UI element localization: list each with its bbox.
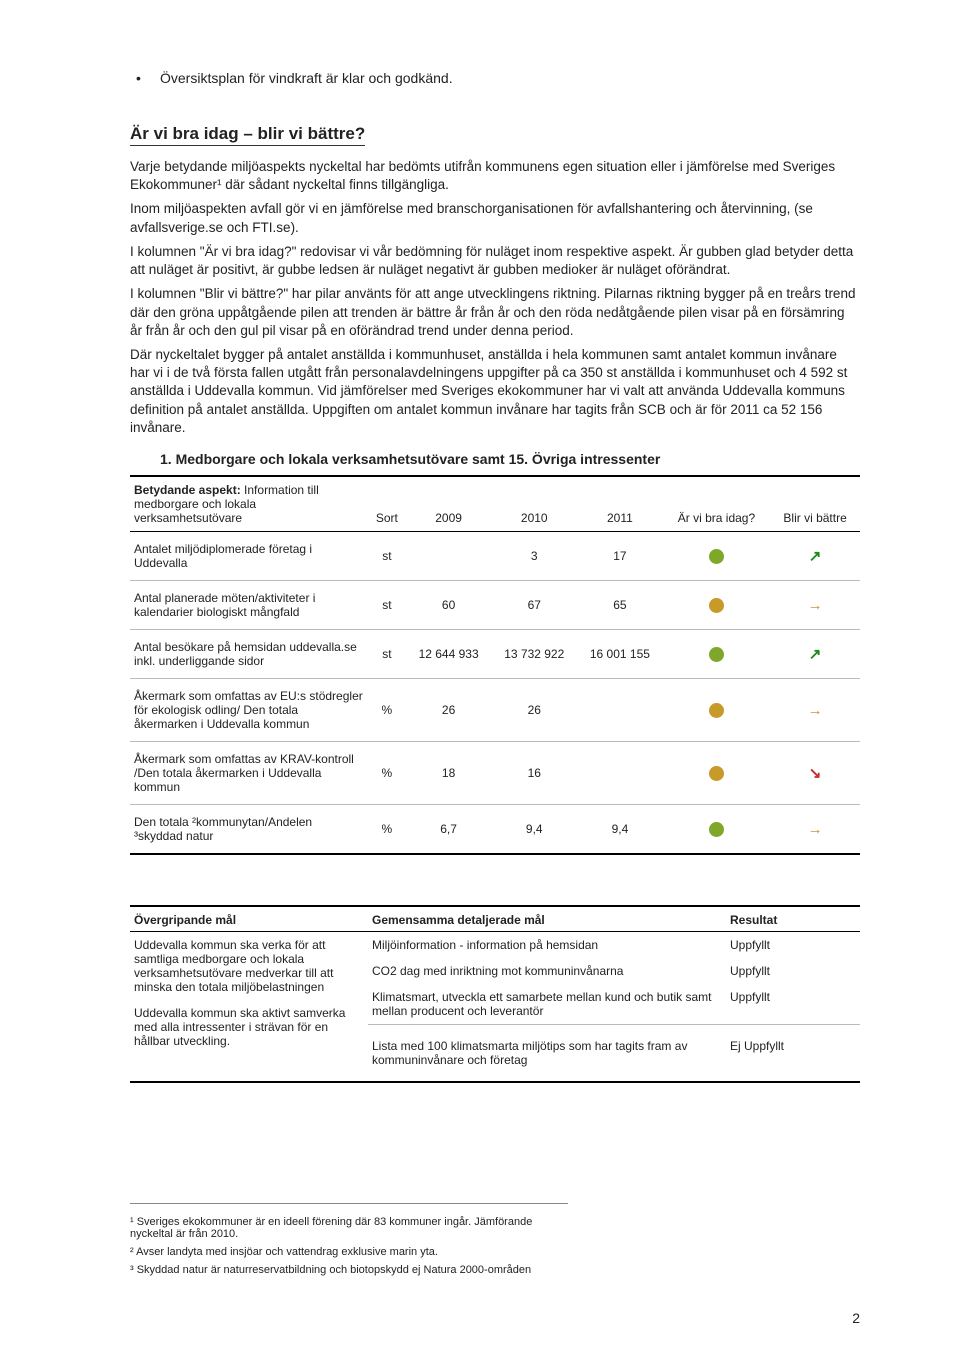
- status-dot-icon: [709, 766, 724, 781]
- status-dot-cell: [663, 581, 770, 630]
- detailed-goal: Lista med 100 klimatsmarta miljötips som…: [368, 1025, 726, 1083]
- table-row: Åkermark som omfattas av EU:s stödregler…: [130, 679, 860, 742]
- page-number: 2: [852, 1310, 860, 1326]
- goal-result: Uppfyllt: [726, 932, 860, 959]
- status-dot-icon: [709, 703, 724, 718]
- body-paragraph: I kolumnen "Blir vi bättre?" har pilar a…: [130, 285, 860, 340]
- trend-arrow-cell: ↘: [770, 742, 860, 805]
- aspect-cell: Antal planerade möten/aktiviteter i kale…: [130, 581, 368, 630]
- footnote: ² Avser landyta med insjöar och vattendr…: [130, 1246, 568, 1258]
- sort-cell: st: [368, 581, 406, 630]
- goal-result: Uppfyllt: [726, 958, 860, 984]
- trend-arrow-cell: ↗: [770, 630, 860, 679]
- aspect-cell: Åkermark som omfattas av KRAV-kontroll /…: [130, 742, 368, 805]
- aspect-cell: Antal besökare på hemsidan uddevalla.se …: [130, 630, 368, 679]
- status-dot-icon: [709, 549, 724, 564]
- val-2011: 16 001 155: [577, 630, 663, 679]
- status-dot-cell: [663, 679, 770, 742]
- aspect-cell: Den totala ²kommunytan/Andelen ³skyddad …: [130, 805, 368, 855]
- footnote: ¹ Sveriges ekokommuner är en ideell före…: [130, 1216, 568, 1240]
- sort-cell: st: [368, 532, 406, 581]
- col-sort: Sort: [368, 476, 406, 532]
- sort-cell: %: [368, 742, 406, 805]
- goal-result: Ej Uppfyllt: [726, 1025, 860, 1083]
- sort-cell: %: [368, 679, 406, 742]
- val-2009: 60: [406, 581, 492, 630]
- table-row: Den totala ²kommunytan/Andelen ³skyddad …: [130, 805, 860, 855]
- table-row: Antal besökare på hemsidan uddevalla.se …: [130, 630, 860, 679]
- footnotes: ¹ Sveriges ekokommuner är en ideell före…: [130, 1203, 568, 1276]
- table-row: Åkermark som omfattas av KRAV-kontroll /…: [130, 742, 860, 805]
- col-2010: 2010: [491, 476, 577, 532]
- body-paragraph: I kolumnen "Är vi bra idag?" redovisar v…: [130, 243, 860, 279]
- val-2009: 12 644 933: [406, 630, 492, 679]
- trend-arrow-icon: →: [808, 702, 823, 719]
- val-2010: 26: [491, 679, 577, 742]
- val-2011: [577, 679, 663, 742]
- detailed-goal: Klimatsmart, utveckla ett samarbete mell…: [368, 984, 726, 1025]
- status-dot-icon: [709, 822, 724, 837]
- trend-arrow-icon: →: [808, 597, 823, 614]
- status-dot-cell: [663, 630, 770, 679]
- col-trend: Blir vi bättre: [770, 476, 860, 532]
- goals-right-heading: Resultat: [726, 907, 860, 932]
- overall-goal: Uddevalla kommun ska verka för att samtl…: [134, 938, 364, 994]
- val-2009: 26: [406, 679, 492, 742]
- val-2011: 17: [577, 532, 663, 581]
- aspect-cell: Antalet miljödiplomerade företag i Uddev…: [130, 532, 368, 581]
- trend-arrow-icon: ↗: [809, 645, 822, 663]
- trend-arrow-icon: ↗: [809, 547, 822, 565]
- bullet-item: Översiktsplan för vindkraft är klar och …: [160, 70, 860, 86]
- detailed-goal: Miljöinformation - information på hemsid…: [368, 932, 726, 959]
- trend-arrow-icon: ↘: [809, 764, 822, 782]
- val-2009: 18: [406, 742, 492, 805]
- val-2011: [577, 742, 663, 805]
- val-2009: 6,7: [406, 805, 492, 855]
- detailed-goal: CO2 dag med inriktning mot kommuninvånar…: [368, 958, 726, 984]
- body-paragraph: Där nyckeltalet bygger på antalet anstäl…: [130, 346, 860, 437]
- overall-goal: Uddevalla kommun ska aktivt samverka med…: [134, 1006, 364, 1048]
- val-2010: 9,4: [491, 805, 577, 855]
- body-paragraph: Varje betydande miljöaspekts nyckeltal h…: [130, 158, 860, 194]
- val-2010: 3: [491, 532, 577, 581]
- status-dot-icon: [709, 598, 724, 613]
- val-2011: 65: [577, 581, 663, 630]
- table-row: Antal planerade möten/aktiviteter i kale…: [130, 581, 860, 630]
- status-dot-cell: [663, 805, 770, 855]
- table-row: Antalet miljödiplomerade företag i Uddev…: [130, 532, 860, 581]
- overall-goals-cell: Uddevalla kommun ska verka för att samtl…: [130, 932, 368, 1083]
- val-2010: 67: [491, 581, 577, 630]
- indicators-table: Betydande aspekt: Information till medbo…: [130, 475, 860, 855]
- trend-arrow-icon: →: [808, 821, 823, 838]
- col-2011: 2011: [577, 476, 663, 532]
- goals-mid-heading: Gemensamma detaljerade mål: [368, 907, 726, 932]
- col-2009: 2009: [406, 476, 492, 532]
- aspect-cell: Åkermark som omfattas av EU:s stödregler…: [130, 679, 368, 742]
- val-2010: 13 732 922: [491, 630, 577, 679]
- col-status: Är vi bra idag?: [663, 476, 770, 532]
- document-page: Översiktsplan för vindkraft är klar och …: [0, 0, 960, 1356]
- footnote: ³ Skyddad natur är naturreservatbildning…: [130, 1264, 568, 1276]
- body-paragraph: Inom miljöaspekten avfall gör vi en jämf…: [130, 200, 860, 236]
- goal-result: Uppfyllt: [726, 984, 860, 1025]
- goals-table: Övergripande mål Gemensamma detaljerade …: [130, 905, 860, 1083]
- status-dot-icon: [709, 647, 724, 662]
- section-heading: Är vi bra idag – blir vi bättre?: [130, 124, 365, 146]
- goals-left-heading: Övergripande mål: [130, 907, 368, 932]
- val-2010: 16: [491, 742, 577, 805]
- trend-arrow-cell: →: [770, 805, 860, 855]
- status-dot-cell: [663, 742, 770, 805]
- trend-arrow-cell: →: [770, 679, 860, 742]
- val-2009: [406, 532, 492, 581]
- trend-arrow-cell: ↗: [770, 532, 860, 581]
- sort-cell: %: [368, 805, 406, 855]
- status-dot-cell: [663, 532, 770, 581]
- val-2011: 9,4: [577, 805, 663, 855]
- sort-cell: st: [368, 630, 406, 679]
- sub-heading: 1. Medborgare och lokala verksamhetsutöv…: [160, 451, 860, 467]
- trend-arrow-cell: →: [770, 581, 860, 630]
